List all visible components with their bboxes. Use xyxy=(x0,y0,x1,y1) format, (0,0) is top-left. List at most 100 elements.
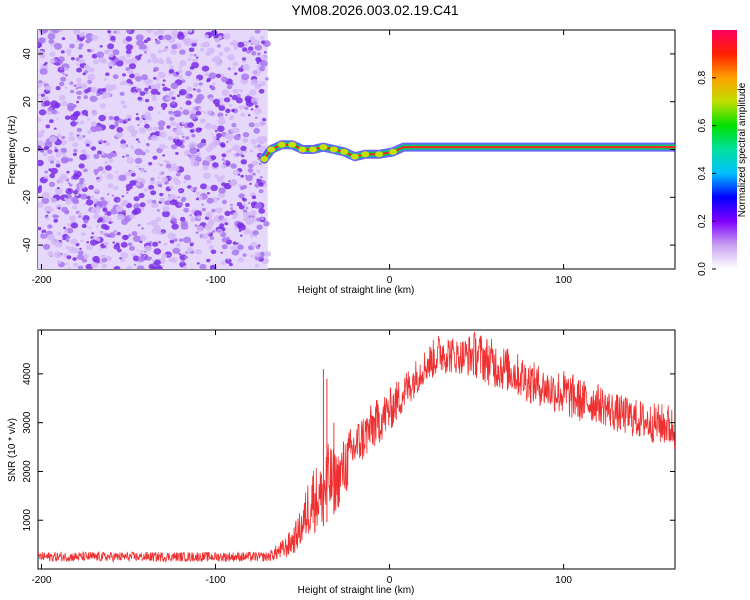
noise-speckle xyxy=(242,253,247,257)
noise-speckle xyxy=(193,210,202,218)
noise-speckle xyxy=(137,140,141,144)
noise-speckle xyxy=(69,43,75,49)
noise-speckle xyxy=(61,135,66,140)
noise-speckle xyxy=(86,195,91,200)
noise-speckle xyxy=(254,263,260,268)
noise-speckle xyxy=(155,265,163,269)
noise-speckle xyxy=(83,64,90,70)
noise-speckle xyxy=(56,187,60,190)
noise-speckle xyxy=(115,205,124,213)
noise-speckle xyxy=(181,121,185,125)
noise-speckle xyxy=(196,88,201,93)
noise-speckle xyxy=(192,127,196,130)
noise-speckle xyxy=(146,37,151,42)
noise-speckle xyxy=(198,106,202,110)
noise-speckle xyxy=(182,38,190,44)
noise-speckle xyxy=(77,254,84,260)
noise-speckle xyxy=(38,82,42,88)
noise-speckle xyxy=(171,113,175,117)
noise-speckle xyxy=(170,217,177,223)
noise-speckle xyxy=(168,258,173,262)
noise-speckle xyxy=(251,160,258,166)
noise-speckle xyxy=(162,79,166,82)
noise-speckle xyxy=(253,127,261,134)
noise-speckle xyxy=(145,98,150,103)
x-tick-label: 100 xyxy=(555,575,572,586)
noise-speckle xyxy=(261,40,266,44)
signal-track-blob xyxy=(329,146,338,153)
noise-speckle xyxy=(106,153,113,159)
noise-speckle xyxy=(239,89,243,93)
noise-speckle xyxy=(130,132,136,137)
noise-speckle xyxy=(136,182,141,186)
y-tick-label: 3000 xyxy=(22,411,33,434)
noise-speckle xyxy=(105,72,110,76)
noise-speckle xyxy=(129,57,138,65)
noise-speckle xyxy=(191,61,200,69)
snr-ticks: -200 -100 0 100 1000 2000 3000 4000 xyxy=(22,330,675,586)
noise-speckle xyxy=(196,152,202,157)
noise-speckle xyxy=(69,81,74,85)
noise-speckle xyxy=(227,67,231,71)
noise-speckle xyxy=(94,125,102,132)
noise-speckle xyxy=(109,124,116,130)
noise-speckle xyxy=(179,216,186,222)
noise-speckle xyxy=(232,144,241,151)
noise-speckle xyxy=(242,57,246,61)
noise-speckle xyxy=(39,68,48,75)
noise-speckle xyxy=(137,256,146,262)
noise-speckle xyxy=(146,30,153,34)
noise-speckle xyxy=(139,249,144,254)
noise-speckle xyxy=(100,91,104,94)
noise-speckle xyxy=(127,69,134,75)
noise-speckle xyxy=(247,163,254,169)
noise-speckle xyxy=(65,198,72,205)
noise-speckle xyxy=(259,66,266,72)
noise-speckle xyxy=(99,103,106,109)
noise-speckle xyxy=(210,155,217,160)
noise-speckle xyxy=(146,58,152,64)
noise-speckle xyxy=(101,58,108,64)
noise-speckle xyxy=(55,153,61,158)
noise-speckle xyxy=(126,78,132,84)
noise-speckle xyxy=(103,241,109,246)
noise-speckle xyxy=(229,179,238,187)
signal-track-blob xyxy=(389,148,398,155)
noise-speckle xyxy=(104,161,109,165)
signal-track-blob xyxy=(308,146,317,153)
noise-speckle xyxy=(195,191,200,196)
noise-speckle xyxy=(218,230,221,233)
noise-speckle xyxy=(228,104,233,107)
noise-speckle xyxy=(151,96,157,102)
noise-speckle xyxy=(223,161,227,164)
noise-speckle xyxy=(60,76,67,82)
noise-speckle xyxy=(127,233,132,237)
noise-speckle xyxy=(46,217,50,221)
snr-frame xyxy=(37,329,676,570)
noise-speckle xyxy=(126,125,135,132)
noise-speckle xyxy=(240,145,247,151)
noise-speckle xyxy=(80,214,84,218)
noise-speckle xyxy=(206,79,210,83)
noise-speckle xyxy=(206,239,212,244)
noise-speckle xyxy=(145,149,150,153)
noise-speckle xyxy=(120,258,125,263)
noise-speckle xyxy=(61,100,68,107)
noise-speckle xyxy=(199,263,207,269)
noise-speckle xyxy=(67,223,72,228)
noise-speckle xyxy=(121,219,128,226)
noise-speckle xyxy=(240,159,247,165)
noise-speckle xyxy=(226,84,233,90)
noise-speckle xyxy=(41,93,45,98)
noise-speckle xyxy=(210,132,214,135)
noise-speckle xyxy=(68,136,75,142)
noise-speckle xyxy=(170,82,179,90)
noise-speckle xyxy=(202,165,209,171)
noise-speckle xyxy=(162,154,166,157)
noise-speckle xyxy=(189,113,198,120)
noise-speckle xyxy=(143,188,148,192)
noise-speckle xyxy=(147,91,150,94)
noise-speckle xyxy=(201,207,206,212)
noise-speckle xyxy=(247,168,254,173)
noise-speckle xyxy=(162,205,170,212)
